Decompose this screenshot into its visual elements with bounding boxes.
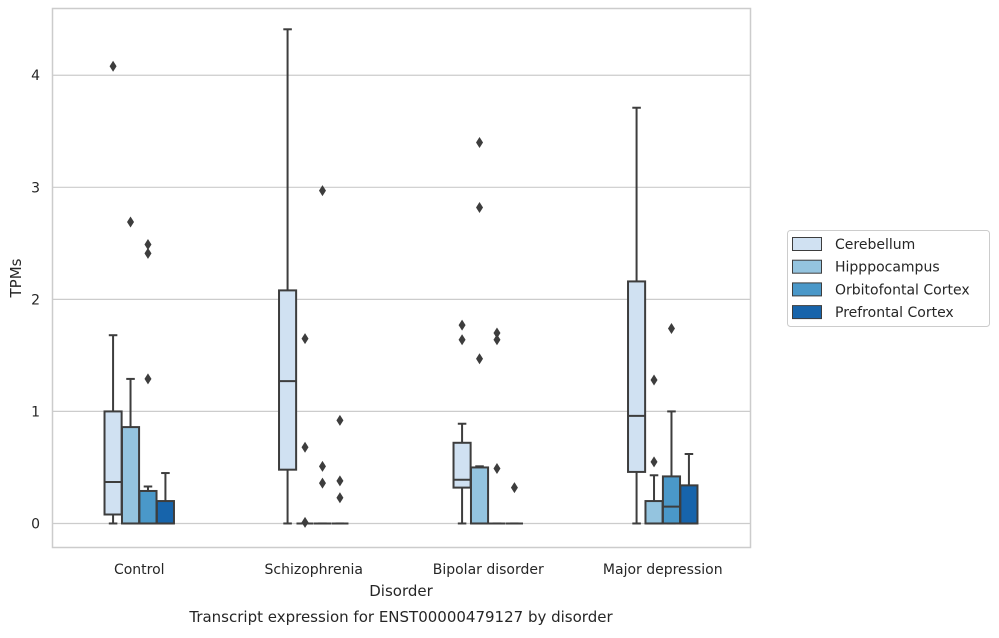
outlier-point (144, 247, 152, 259)
box-group (331, 414, 349, 525)
box-group (120, 216, 141, 525)
y-tick-label: 0 (31, 516, 40, 532)
outlier-point (476, 136, 484, 148)
outlier-point (458, 319, 466, 331)
legend-label: Cerebellum (835, 237, 915, 253)
x-tick-label: Major depression (603, 562, 723, 578)
iqr-box (278, 289, 298, 471)
legend-label: Prefrontal Cortex (835, 305, 954, 321)
outlier-point (493, 463, 501, 475)
legend-swatch (792, 305, 822, 320)
iqr-box (644, 500, 664, 525)
box-group (138, 238, 158, 525)
y-tick-labels: 0 1 2 3 4 (31, 68, 40, 532)
iqr-box (627, 280, 647, 473)
iqr-box (120, 426, 141, 525)
outlier-point (650, 456, 658, 468)
outlier-point (493, 327, 501, 339)
box-group (296, 333, 314, 528)
box-group (469, 136, 490, 525)
outlier-point (318, 185, 326, 197)
box-group (505, 482, 523, 525)
box-group (452, 319, 472, 525)
boxes-layer (103, 28, 699, 528)
iqr-box (679, 484, 699, 525)
box-group (155, 472, 175, 525)
x-tick-label: Bipolar disorder (433, 562, 544, 578)
outlier-point (144, 238, 152, 250)
legend-label: Hipppocampus (835, 260, 940, 276)
box-group (679, 452, 699, 525)
iqr-box (469, 466, 490, 525)
outlier-point (336, 414, 344, 426)
iqr-box (138, 489, 158, 525)
legend: Cerebellum Hipppocampus Orbitofontal Corte… (787, 230, 990, 327)
outlier-point (318, 477, 326, 489)
iqr-box (661, 475, 682, 525)
outlier-point (109, 60, 117, 72)
box-group (644, 374, 664, 525)
outlier-point (476, 353, 484, 365)
legend-swatch (792, 259, 822, 274)
box-group (627, 106, 647, 525)
outlier-point (301, 441, 309, 453)
outlier-point (127, 216, 135, 228)
y-tick-label: 1 (31, 404, 40, 420)
y-tick-label: 3 (31, 180, 40, 196)
x-tick-labels: Control Schizophrenia Bipolar disorder Majo… (114, 562, 723, 578)
legend-swatch (792, 237, 822, 251)
outlier-point (336, 492, 344, 504)
box-group (313, 185, 332, 525)
y-tick-label: 4 (31, 68, 40, 84)
iqr-box (155, 500, 175, 525)
iqr-box (452, 441, 472, 489)
legend-items: Cerebellum Hipppocampus Orbitofontal Corte… (792, 237, 970, 321)
legend-frame (787, 230, 990, 327)
outlier-point (667, 322, 675, 334)
outlier-point (458, 334, 466, 346)
x-tick-label: Schizophrenia (265, 562, 363, 578)
box-group (488, 327, 506, 525)
box-group (278, 28, 298, 525)
outlier-point (318, 460, 326, 472)
box-group (103, 60, 123, 525)
outlier-point (493, 334, 501, 346)
outlier-point (336, 475, 344, 487)
box-group (661, 322, 682, 525)
outlier-point (301, 333, 309, 345)
y-tick-label: 2 (31, 292, 40, 308)
x-axis-label: Disorder (369, 582, 433, 600)
outlier-point (144, 373, 152, 385)
outlier-point (476, 201, 484, 213)
outlier-point (650, 374, 658, 386)
chart-title: Transcript expression for ENST0000047912… (188, 608, 613, 626)
y-axis-label: TPMs (7, 258, 25, 298)
iqr-box (103, 410, 123, 516)
x-tick-label: Control (114, 562, 165, 578)
outlier-point (510, 482, 518, 494)
plot-frame (51, 7, 752, 549)
legend-swatch (792, 282, 822, 297)
legend-label: Orbitofontal Cortex (835, 282, 970, 298)
outlier-point (301, 516, 309, 528)
